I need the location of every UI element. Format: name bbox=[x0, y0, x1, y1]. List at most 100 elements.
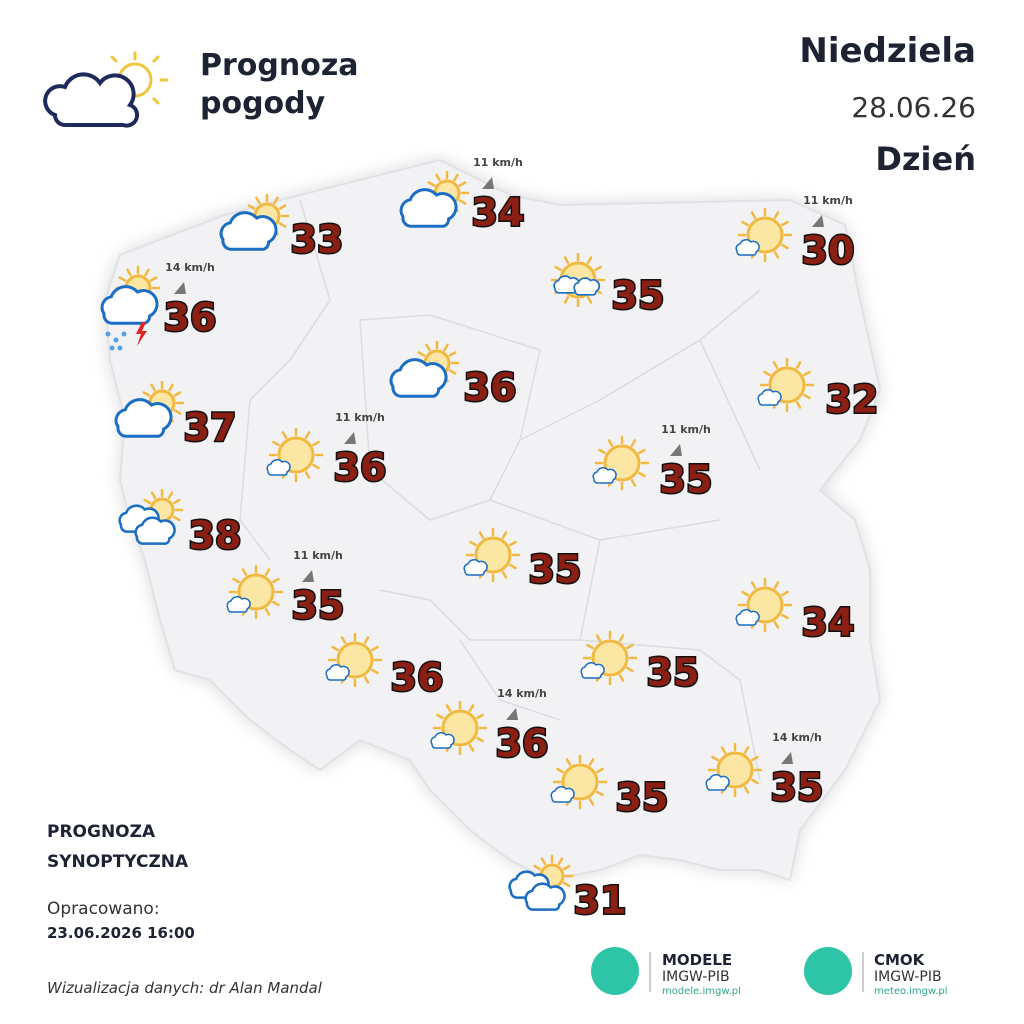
cloud bbox=[325, 664, 350, 681]
weather-icon bbox=[757, 357, 815, 413]
cloud bbox=[573, 277, 601, 296]
weather-icon bbox=[550, 754, 608, 810]
title-icon bbox=[43, 51, 169, 128]
sun-ray bbox=[172, 515, 181, 522]
sun-ray bbox=[750, 581, 757, 589]
temperature: 35 bbox=[647, 651, 700, 695]
cloud bbox=[389, 358, 448, 398]
sun-ray bbox=[751, 778, 759, 785]
sun-ray bbox=[562, 881, 571, 888]
sun-ray bbox=[509, 563, 517, 570]
sun-ray bbox=[772, 361, 779, 369]
sun-ray bbox=[278, 204, 287, 210]
sun-ray bbox=[273, 196, 279, 205]
weather-icon bbox=[735, 577, 793, 633]
wind-speed: 14 km/h bbox=[772, 731, 822, 744]
sun-ray bbox=[255, 196, 261, 205]
sun-ray bbox=[448, 369, 457, 375]
sun-ray bbox=[118, 276, 127, 282]
sun-ray bbox=[562, 864, 571, 871]
sun-ray bbox=[143, 498, 152, 505]
wind-speed: 11 km/h bbox=[335, 411, 385, 424]
temperature: 36 bbox=[496, 722, 549, 766]
sun-ray bbox=[340, 636, 347, 644]
sun-ray bbox=[281, 431, 288, 439]
sun-ray bbox=[478, 531, 485, 539]
sun-ray bbox=[803, 393, 811, 400]
sun-ray bbox=[751, 755, 759, 762]
rain-drop bbox=[121, 331, 127, 337]
forecast-type: SYNOPTYCZNA bbox=[47, 852, 189, 872]
cloud bbox=[399, 188, 458, 228]
sun-ray bbox=[596, 790, 604, 797]
weather-icon bbox=[118, 488, 184, 545]
sun-ray bbox=[586, 256, 593, 264]
sun-ray bbox=[241, 568, 248, 576]
sun-ray bbox=[427, 181, 436, 187]
sun-ray bbox=[312, 463, 320, 470]
cloud bbox=[524, 882, 566, 911]
temperature: 38 bbox=[189, 514, 242, 558]
sun-ray bbox=[711, 755, 719, 762]
rain-drop bbox=[105, 331, 111, 337]
cloud bbox=[550, 786, 575, 803]
cloud bbox=[430, 732, 455, 749]
sun-ray bbox=[795, 401, 802, 409]
temperature: 33 bbox=[291, 218, 344, 262]
temperature: 34 bbox=[472, 191, 525, 235]
logo-name: MODELE bbox=[662, 951, 732, 969]
sun-ray bbox=[795, 361, 802, 369]
sun-ray bbox=[626, 643, 634, 650]
sun-ray bbox=[773, 581, 780, 589]
temperature: 31 bbox=[574, 879, 627, 923]
weather-icon bbox=[399, 170, 470, 228]
wind-arrow bbox=[302, 570, 314, 582]
weather-icon bbox=[219, 193, 290, 251]
sun-ray bbox=[304, 431, 311, 439]
cloud bbox=[553, 275, 581, 294]
sun-ray bbox=[720, 746, 727, 754]
sun-ray bbox=[741, 220, 749, 227]
sun-ray bbox=[638, 448, 646, 455]
sun-ray bbox=[443, 343, 449, 352]
cloud bbox=[463, 559, 488, 576]
wind-arrow bbox=[781, 752, 793, 764]
sun-ray bbox=[445, 704, 452, 712]
rain-drop bbox=[117, 345, 123, 351]
prepared-date: 23.06.2026 16:00 bbox=[47, 924, 195, 942]
temperature: 35 bbox=[771, 766, 824, 810]
sun-ray bbox=[150, 491, 157, 500]
sun-ray bbox=[554, 265, 562, 272]
temperature: 35 bbox=[660, 458, 713, 502]
sun-ray bbox=[556, 767, 564, 774]
sun-ray bbox=[417, 351, 426, 357]
temperature: 30 bbox=[802, 229, 855, 273]
sun-ray bbox=[563, 296, 570, 304]
sun-ray bbox=[598, 448, 606, 455]
weather-icon bbox=[114, 380, 185, 438]
sun-ray bbox=[173, 409, 182, 415]
weather-icon bbox=[430, 700, 488, 756]
cloud bbox=[114, 398, 173, 438]
sun-ray bbox=[476, 713, 484, 720]
sun-ray bbox=[781, 590, 789, 597]
temperature: 37 bbox=[184, 406, 237, 450]
weather-icon bbox=[226, 564, 284, 620]
logo-url: modele.imgw.pl bbox=[662, 986, 741, 997]
wind-arrow bbox=[482, 177, 494, 189]
sun-ray bbox=[304, 471, 311, 479]
wind-arrow bbox=[812, 215, 824, 227]
weather-icon bbox=[389, 340, 460, 398]
sun-ray bbox=[458, 181, 467, 187]
cloud bbox=[219, 211, 278, 251]
cloud bbox=[592, 467, 617, 484]
weather-icon bbox=[463, 527, 521, 583]
sun-ray bbox=[540, 857, 547, 866]
day: Niedziela bbox=[799, 31, 976, 71]
sun-ray bbox=[781, 243, 789, 250]
logo: MODELE IMGW-PIB modele.imgw.pl bbox=[591, 947, 741, 997]
sun-ray bbox=[469, 540, 477, 547]
weather-icon bbox=[325, 632, 383, 688]
wind-arrow bbox=[174, 282, 186, 294]
